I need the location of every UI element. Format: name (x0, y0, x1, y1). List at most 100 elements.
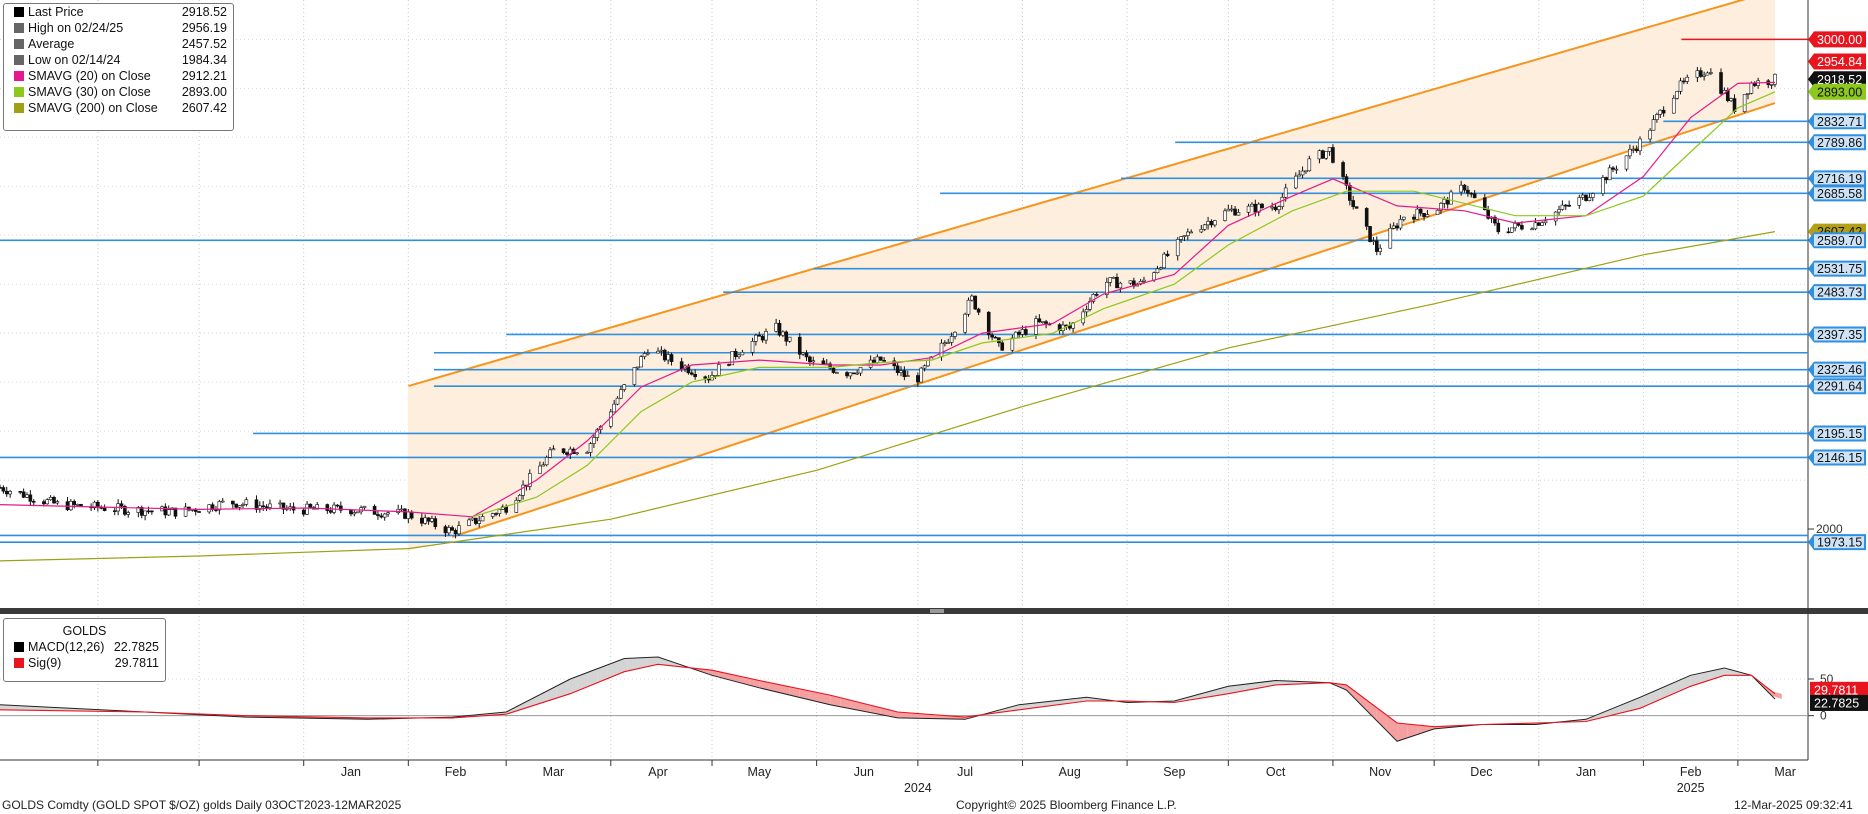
candle-body (1317, 150, 1322, 160)
candle-body (733, 351, 738, 357)
candle-body (48, 497, 53, 500)
candle-body (278, 502, 282, 505)
price-tag-label: 3000.00 (1817, 33, 1862, 47)
footer-copyright: Copyright© 2025 Bloomberg Finance L.P. (956, 798, 1177, 812)
price-tag: 2918.52 (1808, 71, 1866, 88)
price-tag-inner (1814, 286, 1864, 299)
candle-body (693, 374, 697, 378)
signal-line (0, 663, 1776, 728)
candle-body (1229, 208, 1234, 211)
x-month-label: Feb (445, 765, 467, 779)
candle-body (426, 517, 431, 522)
candle-body (21, 491, 26, 498)
candle-body (1375, 240, 1379, 252)
candle-body (1040, 321, 1045, 323)
macd-tag-label: 22.7825 (1814, 696, 1859, 710)
price-tag-label: 2685.58 (1817, 187, 1862, 201)
candle-body (804, 352, 809, 358)
candle-body (703, 376, 708, 379)
candle-body (1013, 331, 1018, 339)
price-tag: 2832.71 (1808, 113, 1866, 130)
candle-body (632, 367, 637, 385)
candle-body (1010, 337, 1015, 351)
candle-body (497, 509, 502, 514)
candle-body (1364, 208, 1369, 227)
macd-diff-fill (921, 713, 932, 719)
candle-body (575, 452, 579, 455)
legend-row: Average 2457.52 (4, 36, 233, 52)
candle-body (1209, 220, 1214, 226)
macd-diff-fill (1731, 669, 1742, 676)
candle-body (990, 334, 994, 338)
macd-diff-fill (779, 684, 790, 696)
candle-body (1482, 197, 1487, 211)
candle-body (521, 484, 525, 496)
candle-body (1246, 205, 1251, 213)
candle-body (1162, 253, 1167, 269)
candle-body (851, 372, 856, 375)
price-tag: 2716.19 (1808, 170, 1866, 187)
candle-body (1108, 277, 1113, 283)
candle-body (1175, 239, 1180, 257)
candle-body (1584, 194, 1588, 201)
candle-body (828, 363, 832, 369)
macd-diff-fill (1407, 724, 1418, 738)
candle-body (72, 501, 77, 505)
candle-body (878, 356, 883, 361)
candle-body (1037, 318, 1042, 323)
price-tag-box (1808, 53, 1866, 70)
candle-body (916, 375, 920, 383)
legend-value: 2956.19 (181, 21, 227, 35)
macd-diff-fill (587, 668, 598, 687)
legend-row: SMAVG (30) on Close 2893.00 (4, 84, 233, 100)
candle-body (1067, 325, 1072, 329)
y-tick-label: 2000 (1816, 522, 1843, 536)
candle-body (561, 448, 566, 453)
macd-diff-fill (1275, 680, 1286, 685)
price-tag-inner (1814, 363, 1864, 376)
candle-body (615, 397, 620, 405)
candle-body (1321, 150, 1325, 159)
candle-body (69, 501, 73, 511)
candle-body (730, 351, 735, 366)
macd-diff-fill (900, 712, 912, 719)
candle-body (922, 365, 927, 369)
candle-body (1655, 114, 1659, 120)
candle-body (1395, 225, 1399, 229)
panel-divider-handle (930, 609, 944, 613)
macd-diff-fill (617, 658, 628, 675)
price-tag-label: 1973.15 (1817, 536, 1862, 550)
candle-body (1273, 206, 1278, 211)
candle-body (1300, 170, 1305, 176)
candle-body (588, 443, 593, 453)
candle-body (821, 360, 826, 365)
legend-value: 2607.42 (181, 101, 227, 115)
candle-body (143, 510, 147, 516)
candle-body (1590, 193, 1595, 198)
price-tag-inner (1814, 451, 1864, 464)
price-tag-label: 2291.64 (1817, 380, 1862, 394)
candle-body (55, 501, 60, 504)
legend-swatch (14, 71, 24, 81)
macd-diff-fill (20, 705, 31, 711)
footer-bar: GOLDS Comdty (GOLD SPOT $/OZ) golds Dail… (0, 796, 1868, 814)
candle-body (1729, 98, 1733, 102)
candle-body (349, 510, 353, 515)
candle-body (1769, 84, 1774, 86)
candle-body (1020, 329, 1025, 335)
macd-diff-fill (830, 695, 841, 707)
candle-body (1105, 282, 1109, 295)
candle-body (25, 494, 29, 498)
candle-body (1402, 216, 1406, 220)
candle-body (669, 354, 674, 362)
macd-diff-fill (658, 657, 669, 666)
candle-body (45, 499, 50, 505)
candle-body (1256, 203, 1261, 213)
candle-body (1142, 279, 1146, 282)
candle-body (75, 504, 80, 506)
candle-body (382, 513, 387, 518)
x-month-label: Jun (854, 765, 874, 779)
candle-body (1233, 208, 1237, 216)
